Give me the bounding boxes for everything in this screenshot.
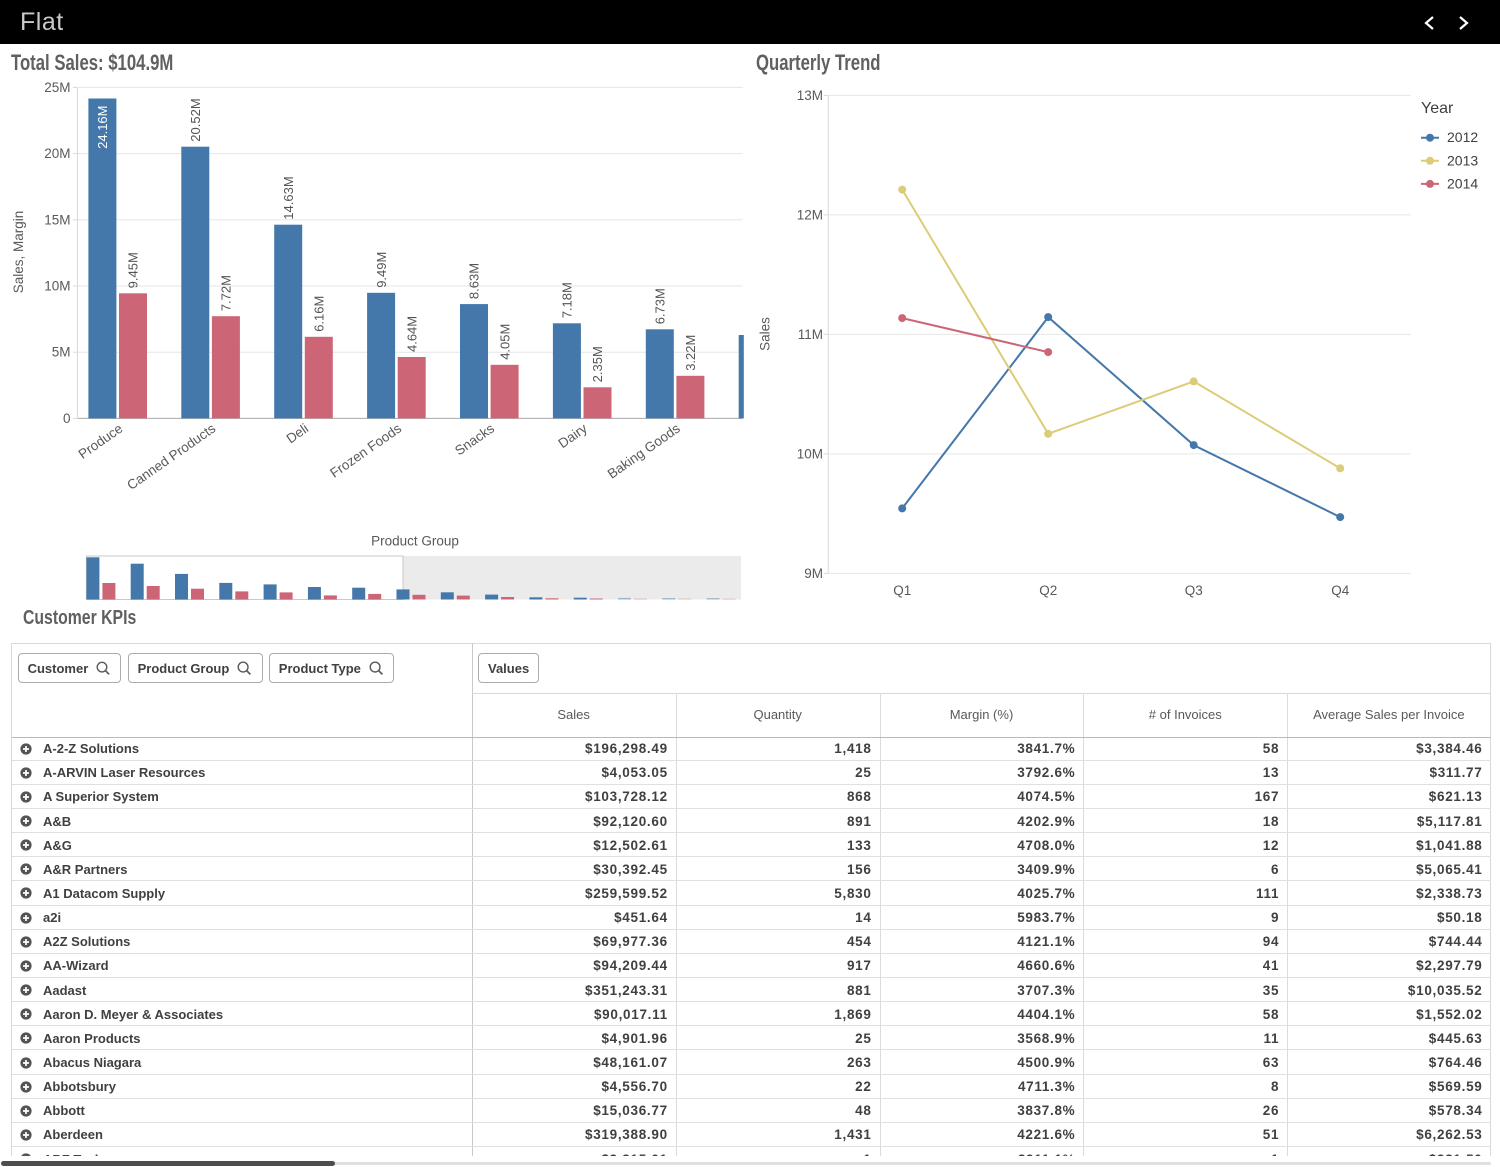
svg-text:6.16M: 6.16M xyxy=(312,296,327,332)
svg-text:4.64M: 4.64M xyxy=(404,316,419,352)
svg-text:10M: 10M xyxy=(797,446,823,461)
svg-text:25M: 25M xyxy=(44,80,70,95)
svg-text:7.18M: 7.18M xyxy=(560,282,575,318)
svg-text:9.45M: 9.45M xyxy=(126,252,141,288)
svg-text:5M: 5M xyxy=(52,345,71,360)
svg-text:7.72M: 7.72M xyxy=(219,275,234,311)
svg-text:Q4: Q4 xyxy=(1331,583,1350,598)
svg-text:10M: 10M xyxy=(44,279,70,294)
svg-text:0: 0 xyxy=(63,411,71,426)
svg-text:9.49M: 9.49M xyxy=(374,252,389,288)
svg-text:12M: 12M xyxy=(797,207,823,222)
svg-text:Year: Year xyxy=(1421,100,1454,117)
svg-text:20.52M: 20.52M xyxy=(188,98,203,141)
svg-text:Q3: Q3 xyxy=(1185,583,1203,598)
svg-text:Q2: Q2 xyxy=(1039,583,1057,598)
svg-text:Deli: Deli xyxy=(284,421,312,447)
svg-text:14.63M: 14.63M xyxy=(281,176,296,219)
svg-text:Product Group: Product Group xyxy=(371,534,459,549)
svg-text:Baking Goods: Baking Goods xyxy=(605,421,683,482)
svg-text:Frozen Foods: Frozen Foods xyxy=(327,421,404,481)
svg-text:20M: 20M xyxy=(44,146,70,161)
svg-text:Sales: Sales xyxy=(758,317,773,351)
svg-text:2014: 2014 xyxy=(1447,175,1478,191)
svg-text:2013: 2013 xyxy=(1447,152,1478,168)
svg-text:15M: 15M xyxy=(44,212,70,227)
svg-text:13M: 13M xyxy=(797,88,823,103)
svg-text:6.73M: 6.73M xyxy=(653,288,668,324)
svg-text:Produce: Produce xyxy=(76,421,126,462)
svg-text:Snacks: Snacks xyxy=(452,421,497,459)
svg-text:24.16M: 24.16M xyxy=(95,106,110,149)
svg-text:4.05M: 4.05M xyxy=(497,324,512,360)
svg-text:Sales, Margin: Sales, Margin xyxy=(11,211,26,294)
svg-text:8.63M: 8.63M xyxy=(467,263,482,299)
svg-text:Canned Products: Canned Products xyxy=(124,421,218,493)
svg-text:2012: 2012 xyxy=(1447,129,1478,145)
svg-text:Dairy: Dairy xyxy=(556,421,591,451)
svg-text:Q1: Q1 xyxy=(893,583,911,598)
svg-text:11M: 11M xyxy=(798,327,823,342)
svg-text:9M: 9M xyxy=(804,566,823,581)
svg-text:3.22M: 3.22M xyxy=(683,335,698,371)
svg-text:2.35M: 2.35M xyxy=(590,346,605,382)
